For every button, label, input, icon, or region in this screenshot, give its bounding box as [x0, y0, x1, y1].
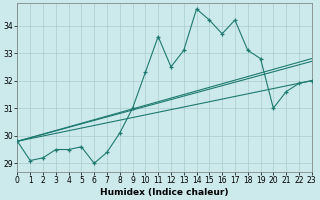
- X-axis label: Humidex (Indice chaleur): Humidex (Indice chaleur): [100, 188, 229, 197]
